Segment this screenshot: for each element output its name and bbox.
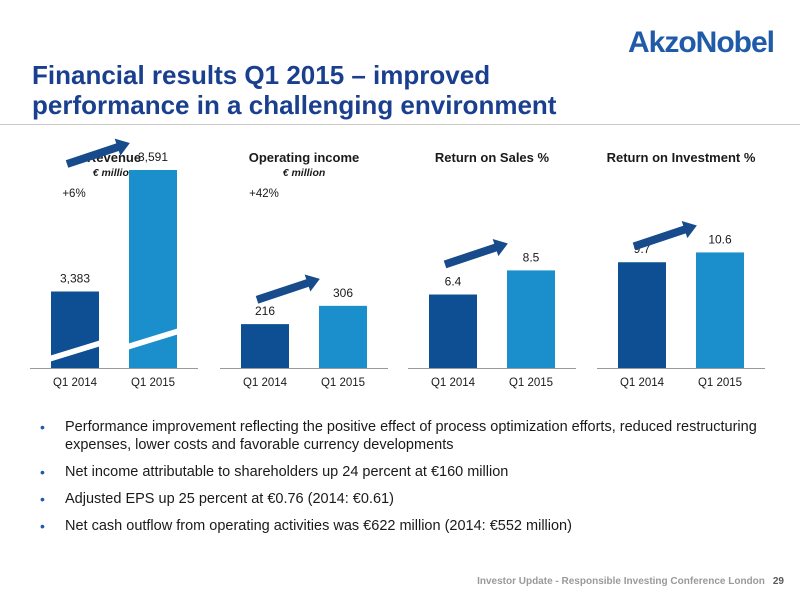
bar bbox=[319, 305, 367, 368]
bullet-icon: • bbox=[40, 419, 45, 435]
growth-label: +42% bbox=[249, 188, 279, 200]
growth-arrow-icon bbox=[65, 138, 130, 168]
chart-title: Operating income bbox=[248, 150, 360, 165]
data-label: 6.4 bbox=[445, 275, 462, 289]
category-label: Q1 2015 bbox=[509, 377, 553, 389]
category-label: Q1 2015 bbox=[321, 377, 365, 389]
data-label: 3,383 bbox=[60, 272, 90, 286]
bullet-item: • Performance improvement reflecting the … bbox=[40, 418, 760, 454]
data-label: 306 bbox=[333, 286, 353, 300]
data-label: 8.5 bbox=[523, 250, 540, 264]
title-line-1: Financial results Q1 2015 – improved bbox=[32, 60, 491, 90]
data-label: 216 bbox=[255, 304, 275, 318]
data-label: 3,591 bbox=[138, 150, 168, 164]
bullet-text: Net cash outflow from operating activiti… bbox=[65, 518, 572, 534]
bullet-icon: • bbox=[40, 518, 45, 534]
chart-title: Return on Sales % bbox=[434, 150, 550, 165]
growth-arrow-icon bbox=[255, 274, 320, 304]
title-line-2: performance in a challenging environment bbox=[32, 90, 557, 120]
bullet-item: • Net income attributable to shareholders… bbox=[40, 463, 760, 481]
bar bbox=[507, 270, 555, 368]
chart-panel: Return on Sales % 6.4 Q1 2014 8.5 Q1 2015 bbox=[408, 150, 576, 400]
chart-svg: 6.4 Q1 2014 8.5 Q1 2015 bbox=[408, 239, 576, 389]
axis-break bbox=[127, 328, 179, 350]
chart-svg: 216 Q1 2014 306 Q1 2015 bbox=[220, 274, 388, 389]
chart-title: Return on Investment % bbox=[606, 150, 756, 165]
bar bbox=[696, 252, 744, 368]
category-label: Q1 2014 bbox=[431, 377, 476, 389]
growth-label: +6% bbox=[62, 188, 86, 200]
bullet-icon: • bbox=[40, 491, 45, 507]
footer-text: Investor Update - Responsible Investing … bbox=[477, 576, 765, 587]
growth-arrow-icon bbox=[632, 221, 697, 251]
bar bbox=[241, 324, 289, 368]
akzonobel-logo: AkzoNobel bbox=[627, 26, 775, 59]
category-label: Q1 2014 bbox=[53, 377, 98, 389]
page-title: Financial results Q1 2015 – improved per… bbox=[32, 60, 632, 120]
bullet-item: • Net cash outflow from operating activit… bbox=[40, 517, 760, 535]
chart-unit: € million bbox=[92, 167, 136, 179]
category-label: Q1 2014 bbox=[620, 377, 665, 389]
page-number: 29 bbox=[772, 576, 784, 587]
category-label: Q1 2014 bbox=[243, 377, 288, 389]
chart-panel: Revenue € million +6% 3,383 Q1 2014 3,591 Q1 2… bbox=[30, 138, 198, 400]
category-label: Q1 2015 bbox=[698, 377, 742, 389]
bar bbox=[618, 262, 666, 368]
chart-unit: € million bbox=[282, 167, 326, 179]
footer: Investor Update - Responsible Investing … bbox=[477, 576, 784, 587]
chart-svg: 3,383 Q1 2014 3,591 Q1 2015 bbox=[30, 138, 198, 389]
bar bbox=[429, 294, 477, 368]
bullet-list: • Performance improvement reflecting the … bbox=[40, 418, 760, 544]
bullet-text: Net income attributable to shareholders … bbox=[65, 464, 509, 480]
bullet-text: Performance improvement reflecting the p… bbox=[65, 419, 757, 453]
growth-arrow-icon bbox=[443, 239, 508, 269]
title-divider bbox=[0, 124, 800, 125]
chart-panel: Return on Investment % 9.7 Q1 2014 10.6 Q1 2… bbox=[597, 150, 765, 400]
data-label: 10.6 bbox=[708, 232, 732, 246]
bullet-item: • Adjusted EPS up 25 percent at €0.76 (20… bbox=[40, 490, 760, 508]
bullet-icon: • bbox=[40, 464, 45, 480]
chart-panel: Operating income € million +42% 216 Q1 2014 3… bbox=[220, 150, 388, 400]
category-label: Q1 2015 bbox=[131, 377, 175, 389]
bullet-text: Adjusted EPS up 25 percent at €0.76 (201… bbox=[65, 491, 394, 507]
axis-break bbox=[49, 340, 101, 362]
